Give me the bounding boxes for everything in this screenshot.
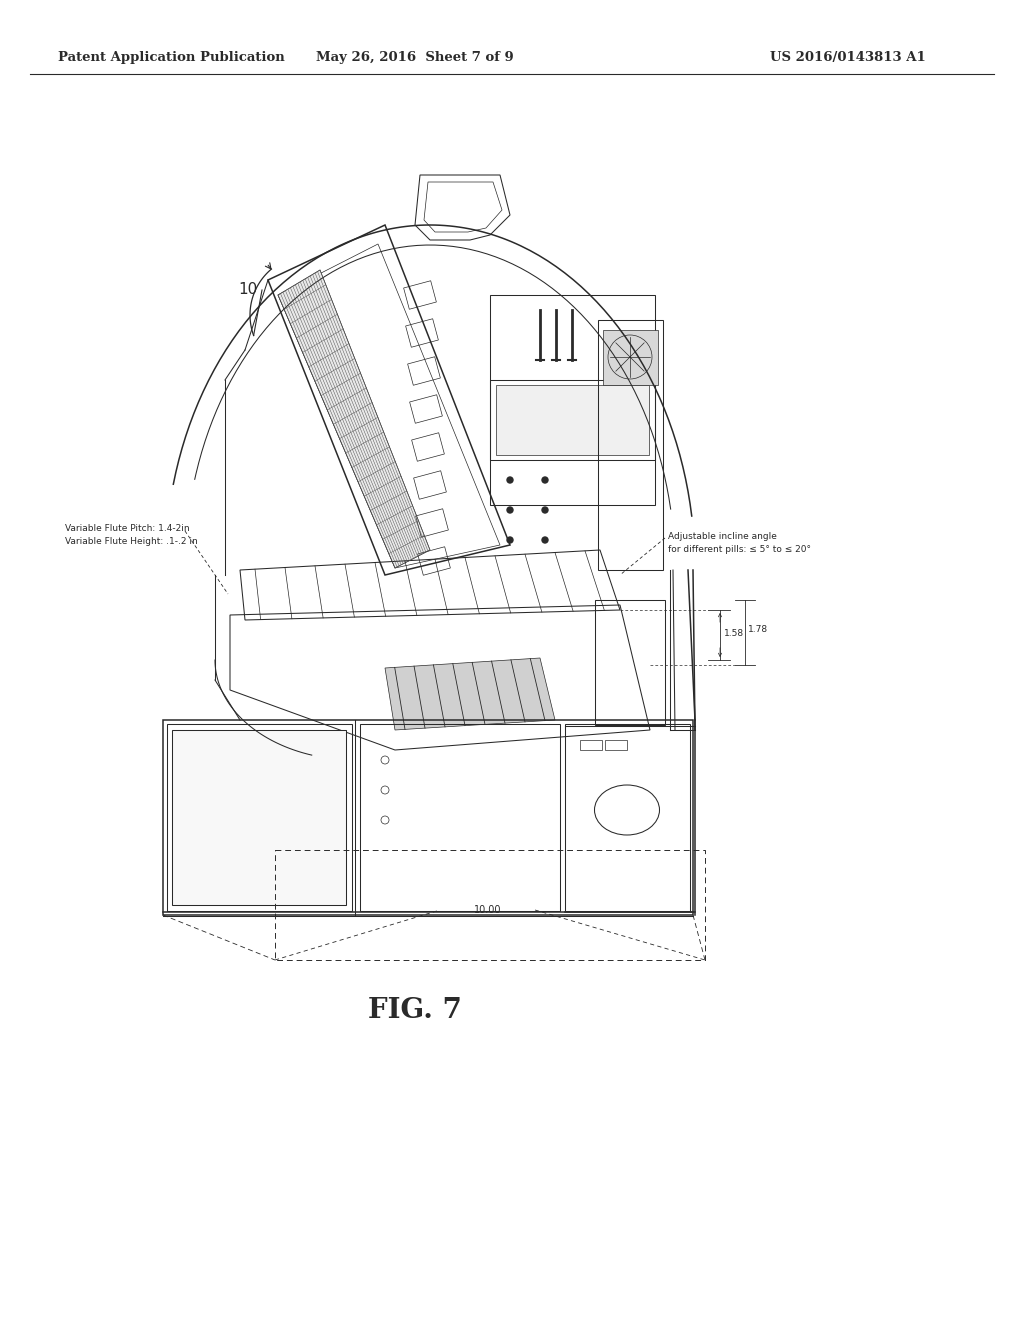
Text: FIG. 7: FIG. 7 bbox=[368, 997, 462, 1023]
Bar bbox=[565, 723, 690, 911]
Bar bbox=[167, 723, 352, 911]
Text: Adjustable incline angle: Adjustable incline angle bbox=[668, 532, 777, 541]
Bar bbox=[490, 294, 655, 506]
Circle shape bbox=[542, 477, 548, 483]
Circle shape bbox=[507, 477, 513, 483]
Bar bbox=[580, 741, 602, 750]
Text: 10: 10 bbox=[239, 282, 258, 297]
Bar bbox=[598, 319, 663, 570]
Polygon shape bbox=[278, 271, 430, 568]
Bar bbox=[172, 730, 346, 906]
Bar bbox=[360, 723, 560, 911]
Bar bbox=[595, 601, 665, 725]
Polygon shape bbox=[385, 657, 555, 730]
Bar bbox=[163, 719, 693, 915]
Circle shape bbox=[507, 507, 513, 513]
Bar bbox=[605, 741, 627, 750]
Bar bbox=[275, 850, 705, 960]
Bar bbox=[603, 330, 658, 385]
Text: Patent Application Publication: Patent Application Publication bbox=[58, 51, 285, 65]
Text: Variable Flute Height: .1-.2 in: Variable Flute Height: .1-.2 in bbox=[65, 537, 198, 546]
Text: 1.58: 1.58 bbox=[724, 628, 744, 638]
Text: Variable Flute Pitch: 1.4-2in: Variable Flute Pitch: 1.4-2in bbox=[65, 524, 189, 533]
Text: for different pills: ≤ 5° to ≤ 20°: for different pills: ≤ 5° to ≤ 20° bbox=[668, 545, 811, 554]
Text: May 26, 2016  Sheet 7 of 9: May 26, 2016 Sheet 7 of 9 bbox=[316, 51, 514, 65]
Bar bbox=[490, 380, 655, 459]
Circle shape bbox=[542, 507, 548, 513]
Bar bbox=[496, 385, 649, 455]
Circle shape bbox=[542, 537, 548, 543]
Text: US 2016/0143813 A1: US 2016/0143813 A1 bbox=[770, 51, 926, 65]
Text: 10.00: 10.00 bbox=[474, 906, 502, 915]
Circle shape bbox=[507, 537, 513, 543]
Text: 1.78: 1.78 bbox=[748, 626, 768, 635]
